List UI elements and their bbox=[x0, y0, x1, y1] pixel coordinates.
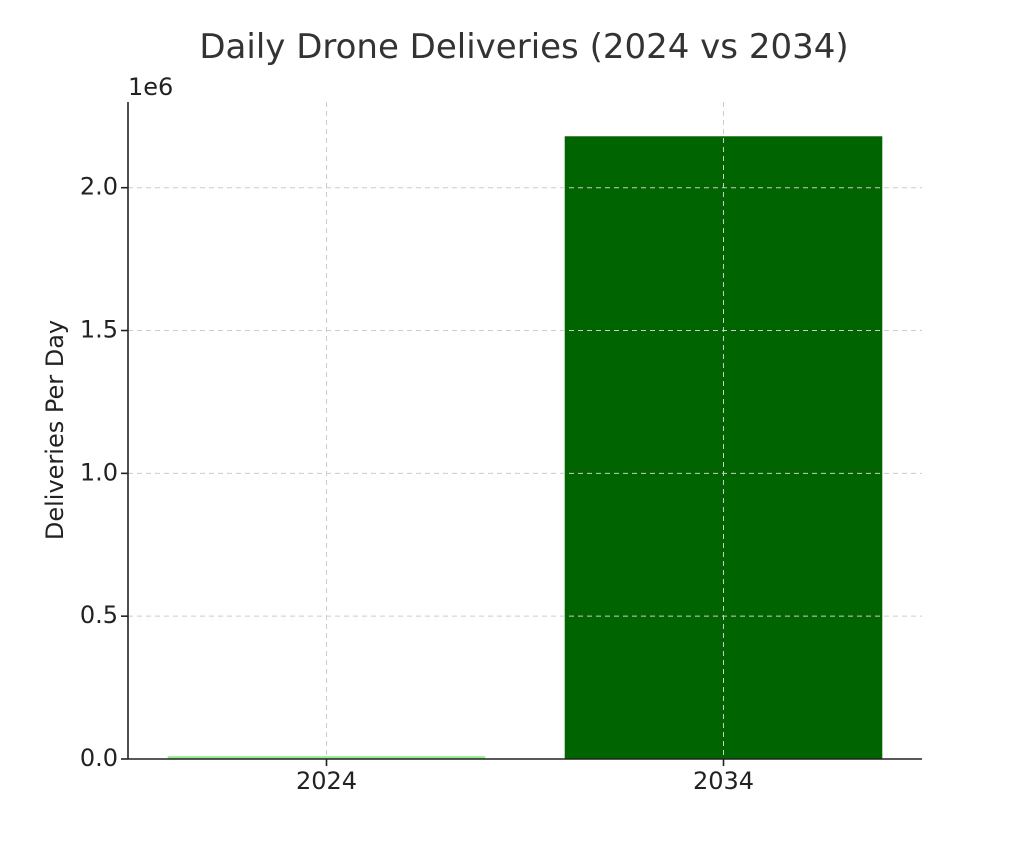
x-tick-label: 2024 bbox=[296, 767, 357, 795]
bar-2024 bbox=[167, 756, 486, 759]
labels-layer: 0.0 0.5 1.0 1.5 2.0 2024 2034 bbox=[80, 173, 754, 795]
y-tick-label: 0.0 bbox=[80, 744, 118, 772]
chart-title: Daily Drone Deliveries (2024 vs 2034) bbox=[199, 27, 848, 67]
y-tick-label: 2.0 bbox=[80, 173, 118, 201]
y-axis-label: Deliveries Per Day bbox=[41, 320, 69, 540]
x-tick-label: 2034 bbox=[693, 767, 754, 795]
bars-layer bbox=[167, 136, 883, 759]
y-tick-label: 1.5 bbox=[80, 316, 118, 344]
y-scale-label: 1e6 bbox=[128, 73, 173, 101]
y-tick-label: 0.5 bbox=[80, 601, 118, 629]
y-tick-label: 1.0 bbox=[80, 458, 118, 486]
axis-layer bbox=[121, 102, 922, 766]
